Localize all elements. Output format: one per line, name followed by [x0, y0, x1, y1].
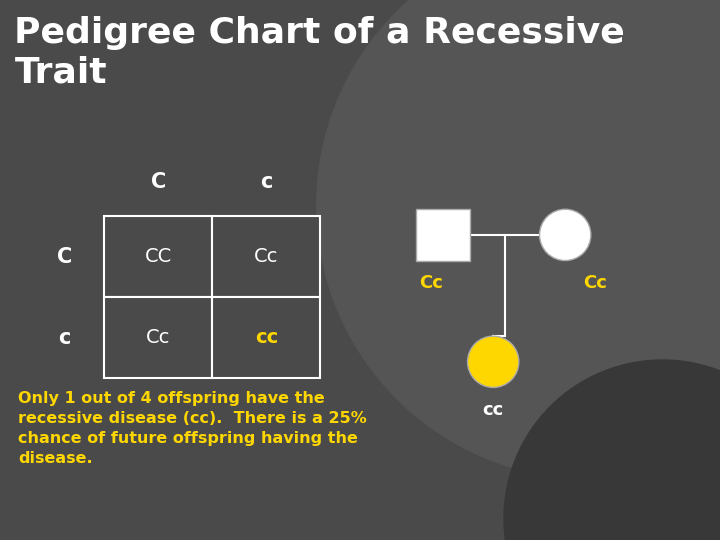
Text: c: c	[260, 172, 273, 192]
Text: Only 1 out of 4 offspring have the
recessive disease (cc).  There is a 25%
chanc: Only 1 out of 4 offspring have the reces…	[18, 392, 366, 466]
Text: CC: CC	[145, 247, 172, 266]
Text: c: c	[58, 327, 71, 348]
Text: C: C	[150, 172, 166, 192]
Bar	[104, 297, 212, 378]
Text: Pedigree Chart of a Recessive
Trait: Pedigree Chart of a Recessive Trait	[14, 16, 625, 90]
Bar	[212, 297, 320, 378]
Ellipse shape	[539, 210, 591, 261]
Text: Cc: Cc	[583, 274, 607, 292]
Ellipse shape	[504, 360, 720, 540]
Text: C: C	[57, 246, 73, 267]
Bar	[416, 209, 469, 261]
Ellipse shape	[467, 336, 519, 388]
Bar	[212, 216, 320, 297]
Text: Cc: Cc	[254, 247, 279, 266]
Text: Cc: Cc	[419, 274, 444, 292]
Text: cc: cc	[255, 328, 278, 347]
Bar	[104, 216, 212, 297]
Text: Cc: Cc	[146, 328, 171, 347]
Ellipse shape	[317, 0, 720, 479]
Text: cc: cc	[482, 401, 504, 419]
